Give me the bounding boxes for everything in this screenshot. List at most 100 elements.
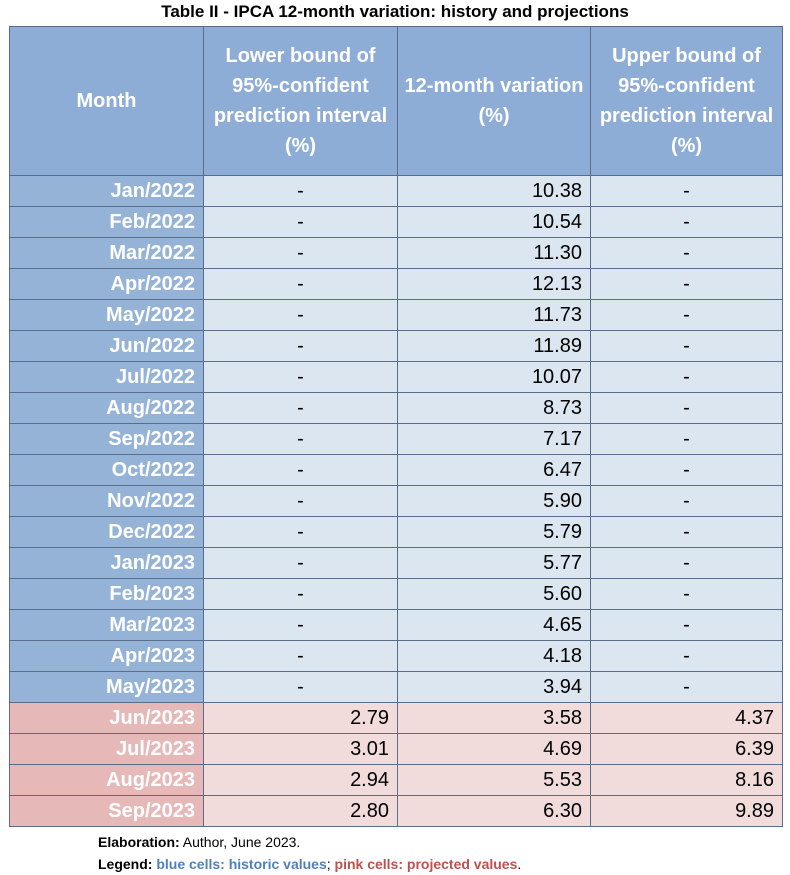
lower-bound-cell: - (203, 547, 398, 579)
table-row: Jul/2023 3.01 4.69 6.39 (9, 733, 783, 765)
upper-bound-cell: 4.37 (590, 702, 783, 734)
legend-sep: ; (326, 856, 331, 872)
table-row: May/2022-11.73- (9, 299, 783, 331)
upper-bound-cell: - (590, 361, 783, 393)
variation-cell: 12.13 (397, 268, 591, 300)
month-cell: Jun/2023 (9, 702, 204, 734)
month-cell: Jul/2022 (9, 361, 204, 393)
table-row: Jan/2022-10.38- (9, 175, 783, 207)
lower-bound-cell: - (203, 454, 398, 486)
month-cell: Aug/2022 (9, 392, 204, 424)
variation-cell: 4.65 (397, 609, 591, 641)
lower-bound-cell: 3.01 (203, 733, 398, 765)
upper-bound-cell: - (590, 454, 783, 486)
table-row: Mar/2023-4.65- (9, 609, 783, 641)
month-cell: Mar/2023 (9, 609, 204, 641)
upper-bound-cell: - (590, 206, 783, 238)
month-cell: Apr/2023 (9, 640, 204, 672)
month-cell: Nov/2022 (9, 485, 204, 517)
lower-bound-cell: 2.94 (203, 764, 398, 796)
variation-cell: 11.73 (397, 299, 591, 331)
header-lower-bound: Lower bound of 95%-confident prediction … (203, 26, 398, 176)
lower-bound-cell: - (203, 609, 398, 641)
lower-bound-cell: - (203, 268, 398, 300)
table-row: May/2023-3.94- (9, 671, 783, 703)
lower-bound-cell: - (203, 671, 398, 703)
month-cell: Aug/2023 (9, 764, 204, 796)
variation-cell: 10.38 (397, 175, 591, 207)
variation-cell: 5.53 (397, 764, 591, 796)
table-body: Jan/2022-10.38- Feb/2022-10.54- Mar/2022-1… (9, 175, 783, 827)
variation-cell: 4.18 (397, 640, 591, 672)
variation-cell: 11.89 (397, 330, 591, 362)
lower-bound-cell: 2.79 (203, 702, 398, 734)
table-row: Sep/2022-7.17- (9, 423, 783, 455)
upper-bound-cell: - (590, 578, 783, 610)
month-cell: Dec/2022 (9, 516, 204, 548)
upper-bound-cell: - (590, 671, 783, 703)
variation-cell: 5.60 (397, 578, 591, 610)
lower-bound-cell: - (203, 516, 398, 548)
table-row: Mar/2022-11.30- (9, 237, 783, 269)
table-title: Table II - IPCA 12-month variation: hist… (161, 2, 629, 21)
lower-bound-cell: - (203, 640, 398, 672)
table-row: Jul/2022-10.07- (9, 361, 783, 393)
lower-bound-cell: - (203, 175, 398, 207)
upper-bound-cell: 6.39 (590, 733, 783, 765)
lower-bound-cell: - (203, 361, 398, 393)
legend-label: Legend: (98, 856, 153, 872)
month-cell: Sep/2023 (9, 795, 204, 827)
month-cell: Jan/2022 (9, 175, 204, 207)
variation-cell: 10.07 (397, 361, 591, 393)
lower-bound-cell: - (203, 206, 398, 238)
variation-cell: 3.58 (397, 702, 591, 734)
upper-bound-cell: - (590, 330, 783, 362)
month-cell: Apr/2022 (9, 268, 204, 300)
month-cell: Jul/2023 (9, 733, 204, 765)
table-row: Jun/2023 2.79 3.58 4.37 (9, 702, 783, 734)
upper-bound-cell: - (590, 268, 783, 300)
upper-bound-cell: - (590, 299, 783, 331)
notes: Elaboration: Author, June 2023. Legend: … (98, 831, 521, 875)
legend-pink: pink cells: projected values (334, 856, 518, 872)
header-upper-bound: Upper bound of 95%-confident prediction … (590, 26, 783, 176)
table-row: Jun/2022-11.89- (9, 330, 783, 362)
variation-cell: 3.94 (397, 671, 591, 703)
month-cell: Jun/2022 (9, 330, 204, 362)
lower-bound-cell: - (203, 330, 398, 362)
header-variation: 12-month variation (%) (397, 26, 591, 176)
upper-bound-cell: - (590, 547, 783, 579)
variation-cell: 6.30 (397, 795, 591, 827)
table-row: Feb/2022-10.54- (9, 206, 783, 238)
month-cell: Jan/2023 (9, 547, 204, 579)
lower-bound-cell: 2.80 (203, 795, 398, 827)
table-row: Apr/2023-4.18- (9, 640, 783, 672)
lower-bound-cell: - (203, 423, 398, 455)
month-cell: Mar/2022 (9, 237, 204, 269)
variation-cell: 7.17 (397, 423, 591, 455)
elaboration-note: Elaboration: Author, June 2023. (98, 831, 521, 853)
table-row: Aug/2023 2.94 5.53 8.16 (9, 764, 783, 796)
lower-bound-cell: - (203, 299, 398, 331)
month-cell: Oct/2022 (9, 454, 204, 486)
upper-bound-cell: - (590, 392, 783, 424)
legend-note: Legend: blue cells: historic values; pin… (98, 853, 521, 875)
variation-cell: 11.30 (397, 237, 591, 269)
upper-bound-cell: - (590, 237, 783, 269)
variation-cell: 5.77 (397, 547, 591, 579)
upper-bound-cell: 8.16 (590, 764, 783, 796)
month-cell: May/2022 (9, 299, 204, 331)
variation-cell: 5.90 (397, 485, 591, 517)
month-cell: Feb/2023 (9, 578, 204, 610)
table-row: Nov/2022-5.90- (9, 485, 783, 517)
upper-bound-cell: - (590, 485, 783, 517)
variation-cell: 5.79 (397, 516, 591, 548)
variation-cell: 4.69 (397, 733, 591, 765)
table-row: Feb/2023-5.60- (9, 578, 783, 610)
upper-bound-cell: 9.89 (590, 795, 783, 827)
table-row: Dec/2022-5.79- (9, 516, 783, 548)
variation-cell: 8.73 (397, 392, 591, 424)
table-row: Oct/2022-6.47- (9, 454, 783, 486)
table-row: Sep/2023 2.80 6.30 9.89 (9, 795, 783, 827)
upper-bound-cell: - (590, 609, 783, 641)
